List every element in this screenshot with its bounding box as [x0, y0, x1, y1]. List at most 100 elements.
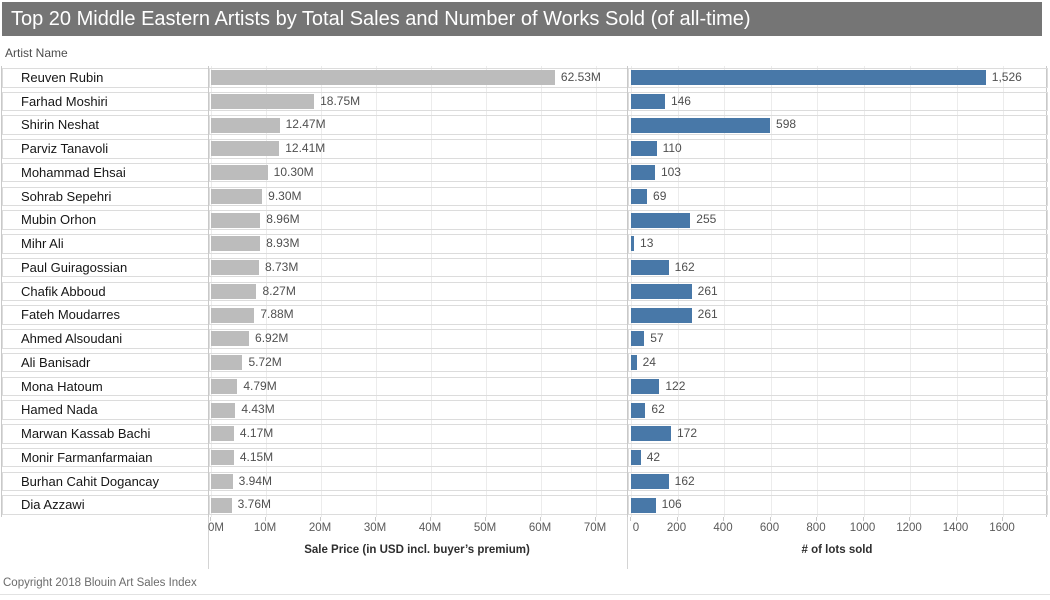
lots-sold-bar[interactable]	[631, 260, 669, 276]
artist-name-column-header: Artist Name	[5, 46, 68, 60]
lots-sold-bar[interactable]	[631, 355, 637, 371]
sale-price-bar[interactable]	[211, 236, 261, 252]
lots-sold-bar[interactable]	[631, 450, 641, 466]
lots-sold-bar[interactable]	[631, 331, 645, 347]
lots-sold-bar[interactable]	[631, 236, 635, 252]
sale-price-bar[interactable]	[211, 402, 236, 418]
lots-sold-bar[interactable]	[631, 141, 657, 157]
table-row[interactable]	[628, 68, 1048, 88]
sale-price-bar[interactable]	[211, 426, 234, 442]
table-row[interactable]: Ali Banisadr	[2, 352, 209, 373]
lots-sold-bar[interactable]	[631, 307, 692, 323]
lots-sold-bar[interactable]	[631, 188, 648, 204]
lots-sold-bar[interactable]	[631, 165, 655, 181]
sale-price-bar[interactable]	[211, 355, 243, 371]
bar-value-label: 10.30M	[273, 164, 314, 179]
artist-name: Fateh Moudarres	[21, 307, 120, 323]
sale-price-bar[interactable]	[211, 165, 268, 181]
sale-price-bar[interactable]	[211, 141, 280, 157]
lots-sold-bar[interactable]	[631, 402, 646, 418]
table-row[interactable]	[209, 495, 628, 515]
bar-value-label: 69	[653, 188, 667, 203]
table-row[interactable]	[628, 162, 1048, 183]
table-row[interactable]: Parviz Tanavoli	[2, 139, 209, 159]
table-row[interactable]	[628, 352, 1048, 373]
artist-name: Burhan Cahit Dogancay	[21, 473, 160, 489]
table-row[interactable]	[628, 447, 1048, 468]
bar-value-label: 3.76M	[237, 497, 272, 512]
gridline	[770, 66, 772, 517]
table-row[interactable]: Chafik Abboud	[2, 281, 209, 302]
lots-sold-bar[interactable]	[631, 93, 665, 109]
artist-name-pane: Reuven Rubin Farhad Moshiri Shirin Neshat P…	[1, 66, 209, 517]
artist-name: Sohrab Sepehri	[21, 188, 112, 204]
table-row[interactable]: Paul Guiragossian	[2, 257, 209, 278]
sale-price-bar[interactable]	[211, 117, 280, 133]
axis-tick	[320, 517, 321, 521]
table-row[interactable]: Ahmed Alsoudani	[2, 329, 209, 349]
table-row[interactable]: Hamed Nada	[2, 400, 209, 420]
bar-value-label: 57	[650, 331, 664, 346]
table-row[interactable]: Reuven Rubin	[2, 68, 209, 88]
table-row[interactable]: Farhad Moshiri	[2, 91, 209, 112]
lots-sold-bar[interactable]	[631, 283, 692, 299]
table-row[interactable]: Fateh Moudarres	[2, 305, 209, 325]
bar-value-label: 42	[646, 449, 661, 464]
sale-price-bar[interactable]	[211, 283, 257, 299]
table-row[interactable]	[628, 115, 1048, 135]
sale-price-bar[interactable]	[211, 70, 555, 86]
sale-price-bar[interactable]	[211, 260, 259, 276]
table-row[interactable]	[628, 139, 1048, 159]
artist-name: Shirin Neshat	[21, 117, 100, 133]
table-row[interactable]	[628, 281, 1048, 302]
table-row[interactable]: Shirin Neshat	[2, 115, 209, 135]
lots-sold-bar[interactable]	[631, 117, 771, 133]
artist-name: Farhad Moshiri	[21, 93, 108, 109]
table-row[interactable]: Dia Azzawi	[2, 495, 209, 515]
table-row[interactable]	[628, 471, 1048, 492]
table-row[interactable]: Mihr Ali	[2, 234, 209, 254]
table-row[interactable]	[628, 495, 1048, 515]
table-row[interactable]: Sohrab Sepehri	[2, 186, 209, 207]
lots-sold-bar[interactable]	[631, 473, 669, 489]
table-row[interactable]	[209, 162, 628, 183]
axis-tick	[485, 517, 486, 521]
table-row[interactable]	[628, 424, 1048, 444]
sale-price-bar[interactable]	[211, 473, 233, 489]
axis-tick-label: 10M	[253, 522, 277, 534]
table-row[interactable]	[628, 329, 1048, 349]
gridline	[863, 66, 865, 517]
lots-sold-bar[interactable]	[631, 497, 656, 513]
table-row[interactable]: Marwan Kassab Bachi	[2, 424, 209, 444]
sale-price-bar[interactable]	[211, 450, 234, 466]
table-row[interactable]: Mona Hatoum	[2, 376, 209, 397]
bar-value-label: 598	[776, 117, 797, 132]
table-row[interactable]	[628, 210, 1048, 230]
axis-tick	[265, 517, 266, 521]
sale-price-bar[interactable]	[211, 93, 315, 109]
sale-price-bar[interactable]	[211, 212, 261, 228]
table-row[interactable]: Burhan Cahit Dogancay	[2, 471, 209, 492]
table-row[interactable]	[628, 305, 1048, 325]
sale-price-bar[interactable]	[211, 307, 255, 323]
table-row[interactable]: Mubin Orhon	[2, 210, 209, 230]
table-row[interactable]: Mohammad Ehsai	[2, 162, 209, 183]
lots-sold-bar[interactable]	[631, 378, 660, 394]
sale-price-bar[interactable]	[211, 188, 263, 204]
table-row[interactable]	[628, 234, 1048, 254]
table-row[interactable]	[628, 186, 1048, 207]
table-row[interactable]	[628, 376, 1048, 397]
lots-sold-bar[interactable]	[631, 212, 691, 228]
lots-sold-bar[interactable]	[631, 426, 671, 442]
sale-price-bar[interactable]	[211, 378, 238, 394]
artist-name: Chafik Abboud	[21, 283, 106, 299]
sale-price-bar[interactable]	[211, 331, 250, 347]
table-row[interactable]	[628, 257, 1048, 278]
axis-tick	[1002, 517, 1003, 521]
table-row[interactable]	[628, 400, 1048, 420]
lots-sold-bar[interactable]	[631, 70, 986, 86]
table-row[interactable]: Monir Farmanfarmaian	[2, 447, 209, 468]
sale-price-bar[interactable]	[211, 497, 232, 513]
table-row[interactable]	[628, 91, 1048, 112]
gridline	[376, 66, 377, 517]
